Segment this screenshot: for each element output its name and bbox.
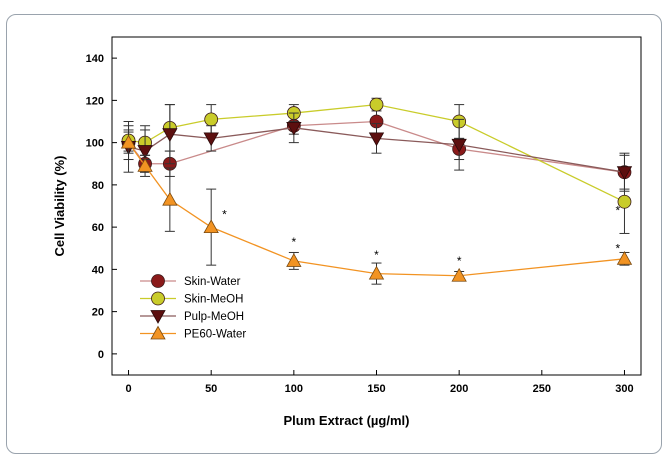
legend-marker [151, 274, 165, 288]
line-chart: 0 20 40 60 80 100 120 140 0 50 100 150 200 250 300 Plum… [52, 36, 642, 428]
data-point-pe60-water [162, 191, 178, 206]
legend-marker [150, 325, 166, 340]
y-tick-label: 40 [92, 264, 104, 276]
data-point-pe60-water [137, 158, 153, 172]
data-point-pulp-meoh [368, 132, 385, 147]
x-tick-label: 250 [533, 383, 551, 395]
data-point-skin-meoh [369, 97, 384, 112]
y-tick-label: 20 [92, 307, 104, 319]
data-point-pulp-meoh [286, 121, 302, 136]
legend-label: Pulp-MeOH [184, 311, 244, 323]
y-tick-label: 120 [86, 95, 104, 107]
data-point-pe60-water [451, 267, 467, 282]
y-tick-label: 140 [86, 53, 104, 65]
legend-label: Skin-MeOH [184, 294, 243, 306]
significance-marker: * [457, 254, 462, 268]
legend: Skin-Water Skin-MeOH Pulp-MeOH PE60-Water [140, 274, 246, 341]
data-point-skin-meoh [617, 194, 632, 209]
plot-area-frame [111, 36, 642, 376]
data-point-pe60-water [120, 134, 137, 149]
x-tick-label: 0 [125, 383, 131, 395]
data-point-pe60-water [203, 219, 219, 234]
data-point-pe60-water [286, 253, 302, 267]
x-tick-label: 300 [615, 383, 633, 395]
x-tick-label: 50 [205, 383, 217, 395]
series-pe60-water [120, 131, 633, 285]
legend-marker [150, 310, 166, 324]
y-tick-label: 60 [92, 222, 104, 234]
significance-marker: * [374, 248, 379, 262]
x-tick-label: 150 [367, 383, 385, 395]
series-pulp-meoh [120, 104, 633, 190]
y-tick-label: 100 [86, 138, 104, 150]
legend-label: PE60-Water [184, 329, 246, 341]
x-tick-label: 100 [285, 383, 303, 395]
x-tick-label: 200 [450, 383, 468, 395]
data-point-pe60-water [368, 265, 385, 280]
y-tick-label: 0 [98, 349, 104, 361]
data-point-pe60-water [616, 250, 633, 265]
y-tick-label: 80 [92, 180, 104, 192]
data-point-pulp-meoh [162, 128, 178, 142]
data-point-pulp-meoh [203, 132, 219, 147]
data-point-pulp-meoh [137, 145, 153, 159]
significance-marker: * [616, 203, 621, 217]
legend-label: Skin-Water [184, 276, 241, 288]
significance-marker: * [616, 241, 621, 255]
data-point-skin-meoh [204, 112, 219, 127]
significance-marker: * [292, 235, 297, 249]
y-axis-title: Cell Viability (%) [52, 156, 67, 257]
data-point-pulp-meoh [616, 166, 633, 181]
data-point-pulp-meoh [451, 138, 467, 153]
significance-marker: * [222, 208, 227, 222]
x-axis-title: Plum Extract (µg/ml) [284, 413, 410, 428]
legend-marker [151, 291, 165, 306]
